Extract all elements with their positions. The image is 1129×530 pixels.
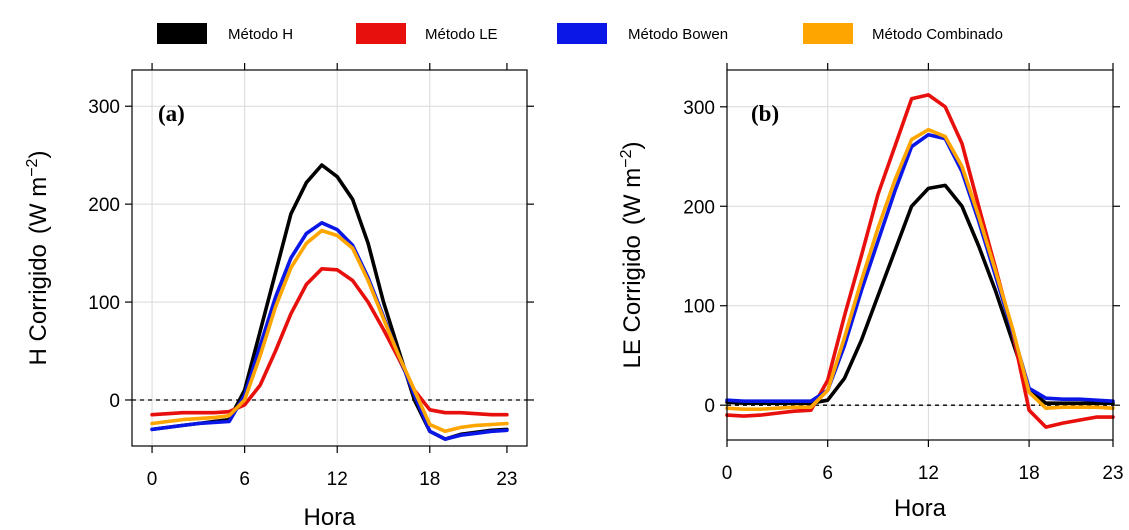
panel-label: (b) [751, 101, 779, 126]
series-line-metodo-h [725, 183, 1115, 405]
y-tick-label: 100 [88, 293, 120, 314]
panel-a: 0 6 12 18 23 0 100 200 300 (a) Hora H Corrigido (W m… [24, 63, 534, 530]
series-line-metodo-le [150, 267, 509, 417]
x-axis-title: Hora [894, 495, 947, 522]
legend-swatch [557, 23, 607, 44]
y-axis-title-exponent: −2 [24, 158, 41, 176]
legend-item-metodo-le: Método LE [356, 23, 498, 44]
plot-frame [726, 69, 1114, 441]
legend-item-metodo-bowen: Método Bowen [557, 23, 728, 44]
series-line-metodo-bowen [150, 221, 509, 441]
legend-item-metodo-combinado: Método Combinado [803, 23, 1003, 44]
x-tick-label: 18 [419, 469, 440, 490]
y-axis-title: LE Corrigido (W m−2) [618, 142, 646, 369]
x-tick-label: 0 [147, 469, 158, 490]
y-axis-title-unit: (W m [25, 177, 52, 234]
x-tick-label: 12 [327, 469, 348, 490]
legend-label: Método H [228, 26, 293, 43]
series-line-metodo-le [725, 93, 1115, 429]
y-axis-title-unit: (W m [619, 168, 646, 225]
series-line-metodo-bowen [725, 132, 1115, 403]
legend-item-metodo-h: Método H [157, 23, 293, 44]
y-axis-title-main: H Corrigido [25, 244, 52, 365]
plot-frame [131, 69, 528, 447]
series-group [150, 163, 509, 441]
legend-swatch [356, 23, 406, 44]
grid [132, 70, 527, 446]
x-tick-label: 18 [1019, 463, 1040, 484]
y-tick-label: 200 [88, 195, 120, 216]
x-tick-label: 6 [822, 463, 833, 484]
y-tick-label: 300 [88, 97, 120, 118]
y-axis-title-close: ) [25, 151, 52, 159]
panel-label: (a) [158, 101, 185, 126]
x-tick-label: 6 [239, 469, 250, 490]
series-line-metodo-combinado [150, 228, 509, 434]
panel-b: 0 6 12 18 23 0 100 200 300 (b) Hora LE Corrigido (W … [618, 63, 1124, 522]
y-tick-label: 100 [683, 297, 715, 318]
x-tick-label: 0 [722, 463, 733, 484]
x-axis-title: Hora [303, 504, 356, 530]
legend-swatch [157, 23, 207, 44]
x-tick-label: 23 [496, 469, 517, 490]
legend-label: Método Bowen [628, 26, 728, 43]
y-axis-title: H Corrigido (W m−2) [24, 151, 52, 366]
grid [726, 70, 1113, 440]
legend: Método H Método LE Método Bowen Método Comb… [157, 23, 1003, 44]
y-axis-title-exponent: −2 [618, 149, 635, 167]
axis-ticks: 0 6 12 18 23 0 100 200 300 [88, 63, 534, 490]
legend-label: Método Combinado [872, 26, 1003, 43]
y-axis-title-main: LE Corrigido [619, 235, 646, 368]
y-tick-label: 300 [683, 98, 715, 119]
y-tick-label: 0 [704, 396, 715, 417]
y-axis-title-close: ) [619, 142, 646, 150]
axis-ticks: 0 6 12 18 23 0 100 200 300 [683, 63, 1124, 484]
x-tick-label: 12 [918, 463, 939, 484]
series-group [725, 93, 1115, 429]
legend-label: Método LE [425, 26, 498, 43]
series-line-metodo-combinado [725, 127, 1115, 411]
y-tick-label: 0 [109, 391, 120, 412]
x-tick-label: 23 [1102, 463, 1123, 484]
y-tick-label: 200 [683, 197, 715, 218]
legend-swatch [803, 23, 853, 44]
